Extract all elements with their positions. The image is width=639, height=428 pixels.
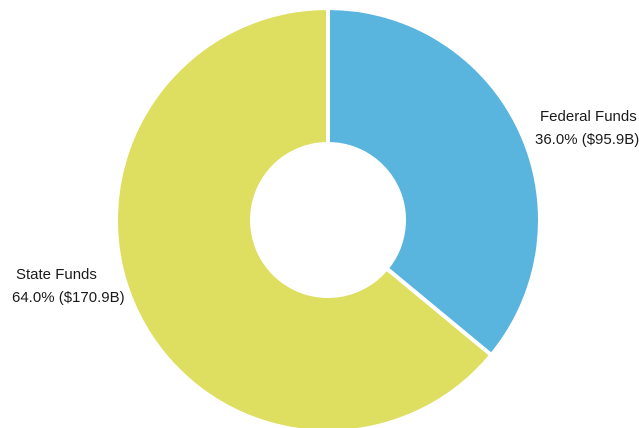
donut-slices	[114, 5, 542, 428]
slice-label-federal-name: Federal Funds	[540, 108, 637, 125]
slice-label-state-value: 64.0% ($170.9B)	[12, 289, 125, 306]
slice-federal-funds	[326, 5, 542, 358]
slice-label-state-name: State Funds	[16, 266, 97, 283]
slice-label-federal-value: 36.0% ($95.9B)	[535, 131, 639, 148]
